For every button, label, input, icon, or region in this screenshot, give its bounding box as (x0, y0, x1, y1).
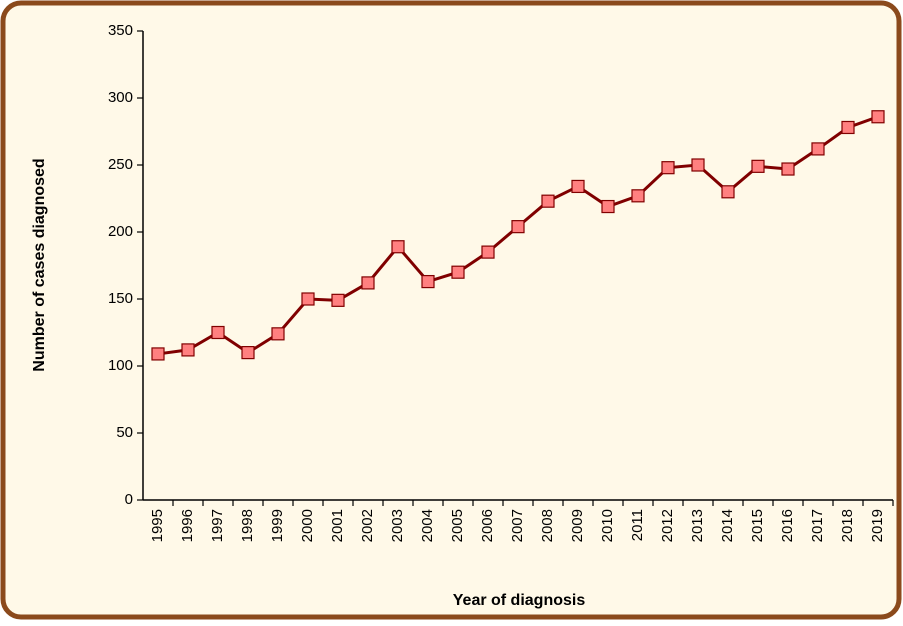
x-tick-label: 2009 (569, 509, 586, 542)
marker (211, 325, 225, 340)
marker (391, 240, 405, 254)
x-tick-label: 2017 (809, 509, 826, 542)
marker (241, 346, 255, 360)
y-tick-label: 150 (108, 290, 133, 307)
y-axis-title: Number of cases diagnosed (31, 158, 48, 371)
marker (751, 159, 765, 173)
marker (691, 158, 705, 172)
y-tick-label: 300 (108, 89, 133, 106)
marker (361, 276, 375, 290)
marker (301, 292, 315, 306)
x-tick-label: 2006 (479, 509, 496, 542)
x-tick-label: 2018 (839, 509, 856, 542)
marker (871, 110, 885, 124)
marker (601, 199, 615, 214)
x-tick-label: 1997 (209, 509, 226, 542)
marker (811, 142, 825, 156)
x-axis-title: Year of diagnosis (453, 592, 586, 609)
marker (721, 185, 735, 199)
x-tick-label: 2008 (539, 509, 556, 542)
marker (781, 162, 795, 176)
x-tick-label: 2013 (689, 509, 706, 542)
x-tick-label: 2010 (599, 509, 616, 542)
y-tick-label: 250 (108, 156, 133, 173)
x-tick-label: 1998 (239, 509, 256, 542)
marker (571, 179, 585, 194)
x-tick-label: 1995 (149, 509, 166, 542)
marker (331, 293, 345, 307)
y-tick-label: 0 (125, 491, 133, 508)
marker (661, 161, 675, 175)
marker (151, 347, 165, 361)
x-tick-label: 2005 (449, 509, 466, 542)
marker (541, 194, 555, 208)
marker (631, 189, 645, 203)
x-tick-label: 2007 (509, 509, 526, 542)
x-tick-label: 2004 (419, 509, 436, 542)
marker (511, 220, 525, 234)
x-tick-label: 2011 (629, 509, 646, 541)
marker (451, 265, 465, 279)
y-tick-label: 100 (108, 357, 133, 374)
x-tick-label: 2019 (869, 509, 886, 542)
x-tick-label: 2012 (659, 509, 676, 542)
marker (271, 327, 285, 341)
y-tick-label: 50 (116, 424, 133, 441)
x-tick-label: 2016 (779, 509, 796, 542)
x-tick-label: 2002 (359, 509, 376, 542)
x-tick-label: 2015 (749, 509, 766, 542)
x-tick-label: 1999 (269, 509, 286, 542)
x-tick-label: 2001 (329, 509, 346, 542)
x-tick-label: 2003 (389, 509, 406, 542)
x-tick-label: 1996 (179, 509, 196, 542)
marker (421, 274, 435, 289)
marker (181, 343, 195, 357)
marker (481, 245, 495, 259)
y-tick-label: 350 (108, 22, 133, 39)
x-tick-label: 2000 (299, 509, 316, 542)
y-tick-label: 200 (108, 223, 133, 240)
marker (841, 120, 855, 135)
x-tick-label: 2014 (719, 509, 736, 542)
